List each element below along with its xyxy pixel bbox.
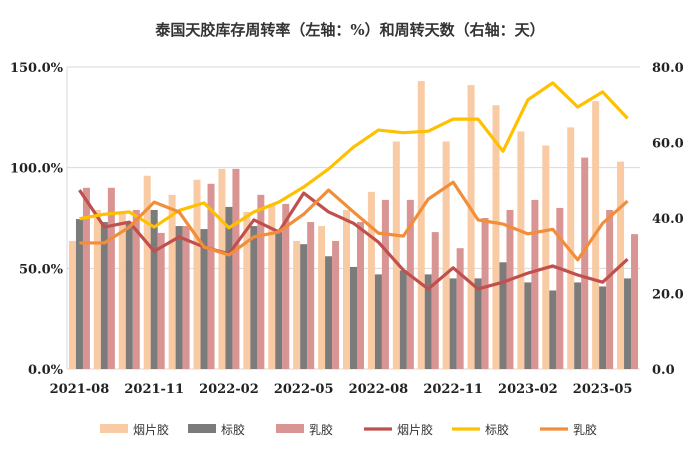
x-tick-label: 2022-02 (199, 382, 259, 397)
bar-乳胶 (182, 226, 190, 369)
bar-乳胶 (82, 187, 90, 369)
bar-标胶 (524, 282, 532, 369)
bar-标胶 (200, 229, 208, 369)
bar-烟片胶 (218, 168, 226, 369)
bar-烟片胶 (343, 209, 350, 369)
bar-标胶 (424, 274, 432, 369)
bar-标胶 (449, 278, 457, 369)
x-tick-label: 2021-11 (124, 382, 184, 397)
bar-烟片胶 (542, 145, 550, 369)
legend-swatch (188, 424, 216, 433)
bar-乳胶 (157, 232, 165, 369)
bar-烟片胶 (442, 141, 450, 369)
bar-烟片胶 (367, 191, 375, 369)
line-烟片胶 (78, 189, 629, 291)
bar-烟片胶 (118, 211, 126, 369)
bar-乳胶 (406, 199, 414, 369)
bar-标胶 (499, 262, 507, 369)
bar-乳胶 (481, 218, 489, 369)
legend-swatch (100, 424, 128, 433)
bar-标胶 (350, 266, 357, 369)
bar-标胶 (374, 274, 382, 369)
bar-烟片胶 (517, 131, 525, 369)
bar-标胶 (624, 278, 632, 369)
legend-label: 烟片胶 (397, 422, 433, 437)
x-tick-label: 2021-08 (50, 382, 110, 397)
bar-标胶 (325, 256, 333, 369)
legend-label: 烟片胶 (133, 422, 169, 437)
left-tick-label: 0.0% (28, 363, 64, 378)
bar-标胶 (175, 226, 183, 369)
bar-标胶 (150, 209, 158, 369)
bar-标胶 (574, 282, 582, 369)
bar-乳胶 (207, 183, 215, 369)
bar-乳胶 (332, 240, 340, 369)
bar-标胶 (100, 222, 108, 369)
bar-烟片胶 (93, 209, 101, 369)
legend-label: 乳胶 (573, 422, 597, 437)
left-tick-label: 150.0% (10, 61, 64, 76)
x-tick-label: 2023-05 (573, 382, 633, 397)
bar-乳胶 (132, 209, 140, 369)
bar-标胶 (474, 278, 482, 369)
legend-swatch (276, 424, 304, 433)
bar-标胶 (225, 206, 233, 369)
bar-标胶 (300, 244, 308, 369)
bar-乳胶 (556, 207, 564, 369)
bar-标胶 (599, 286, 607, 369)
bar-标胶 (125, 222, 133, 369)
right-tick-label: 40.0 (652, 212, 684, 227)
bar-乳胶 (431, 232, 439, 369)
bar-标胶 (399, 270, 407, 369)
bar-乳胶 (606, 209, 614, 369)
bar-烟片胶 (417, 81, 425, 370)
bar-乳胶 (456, 248, 464, 369)
legend-label: 标胶 (221, 422, 245, 437)
bar-烟片胶 (467, 85, 475, 370)
bar-乳胶 (357, 222, 364, 369)
bar-乳胶 (307, 222, 315, 369)
bar-烟片胶 (293, 240, 301, 369)
bar-标胶 (250, 226, 258, 369)
bar-标胶 (75, 219, 83, 369)
bar-乳胶 (581, 157, 589, 369)
bar-烟片胶 (168, 194, 176, 369)
bar-乳胶 (531, 199, 539, 369)
bar-标胶 (275, 232, 283, 369)
bar-标胶 (549, 290, 557, 369)
left-tick-label: 100.0% (10, 162, 64, 177)
right-tick-label: 20.0 (652, 288, 684, 303)
bar-烟片胶 (492, 105, 500, 370)
chart-title: 泰国天胶库存周转率（左轴：%）和周转天数（右轴：天） (154, 21, 544, 39)
bar-乳胶 (107, 187, 115, 369)
bar-乳胶 (282, 203, 290, 369)
bar-烟片胶 (268, 203, 276, 369)
x-tick-label: 2022-11 (423, 382, 483, 397)
line-标胶 (79, 81, 629, 230)
x-tick-label: 2022-08 (349, 382, 409, 397)
right-tick-label: 0.0 (652, 363, 675, 378)
bar-烟片胶 (392, 141, 400, 369)
bar-烟片胶 (243, 211, 251, 369)
right-tick-label: 60.0 (652, 137, 684, 152)
line-乳胶 (79, 180, 629, 262)
bar-烟片胶 (68, 240, 76, 369)
right-tick-label: 80.0 (652, 61, 684, 76)
bar-烟片胶 (193, 179, 201, 369)
bar-乳胶 (631, 234, 639, 369)
x-tick-label: 2023-02 (498, 382, 558, 397)
bar-烟片胶 (567, 127, 575, 370)
legend-label: 标胶 (485, 422, 509, 437)
left-tick-label: 50.0% (19, 262, 64, 277)
legend-label: 乳胶 (309, 422, 333, 437)
bar-乳胶 (257, 194, 265, 369)
x-tick-label: 2022-05 (274, 382, 334, 397)
bar-烟片胶 (143, 175, 151, 369)
bar-乳胶 (381, 199, 389, 369)
bar-烟片胶 (318, 226, 326, 369)
bar-乳胶 (232, 168, 240, 369)
bar-乳胶 (506, 209, 514, 369)
